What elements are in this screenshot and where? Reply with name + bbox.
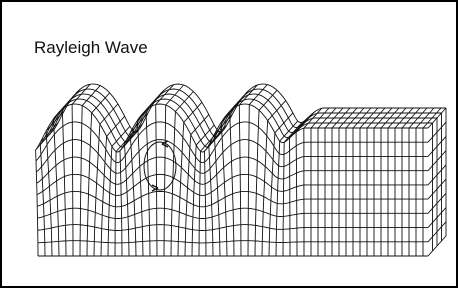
- figure: Rayleigh Wave: [0, 0, 458, 288]
- title: Rayleigh Wave: [34, 38, 148, 57]
- front-column: [290, 138, 291, 256]
